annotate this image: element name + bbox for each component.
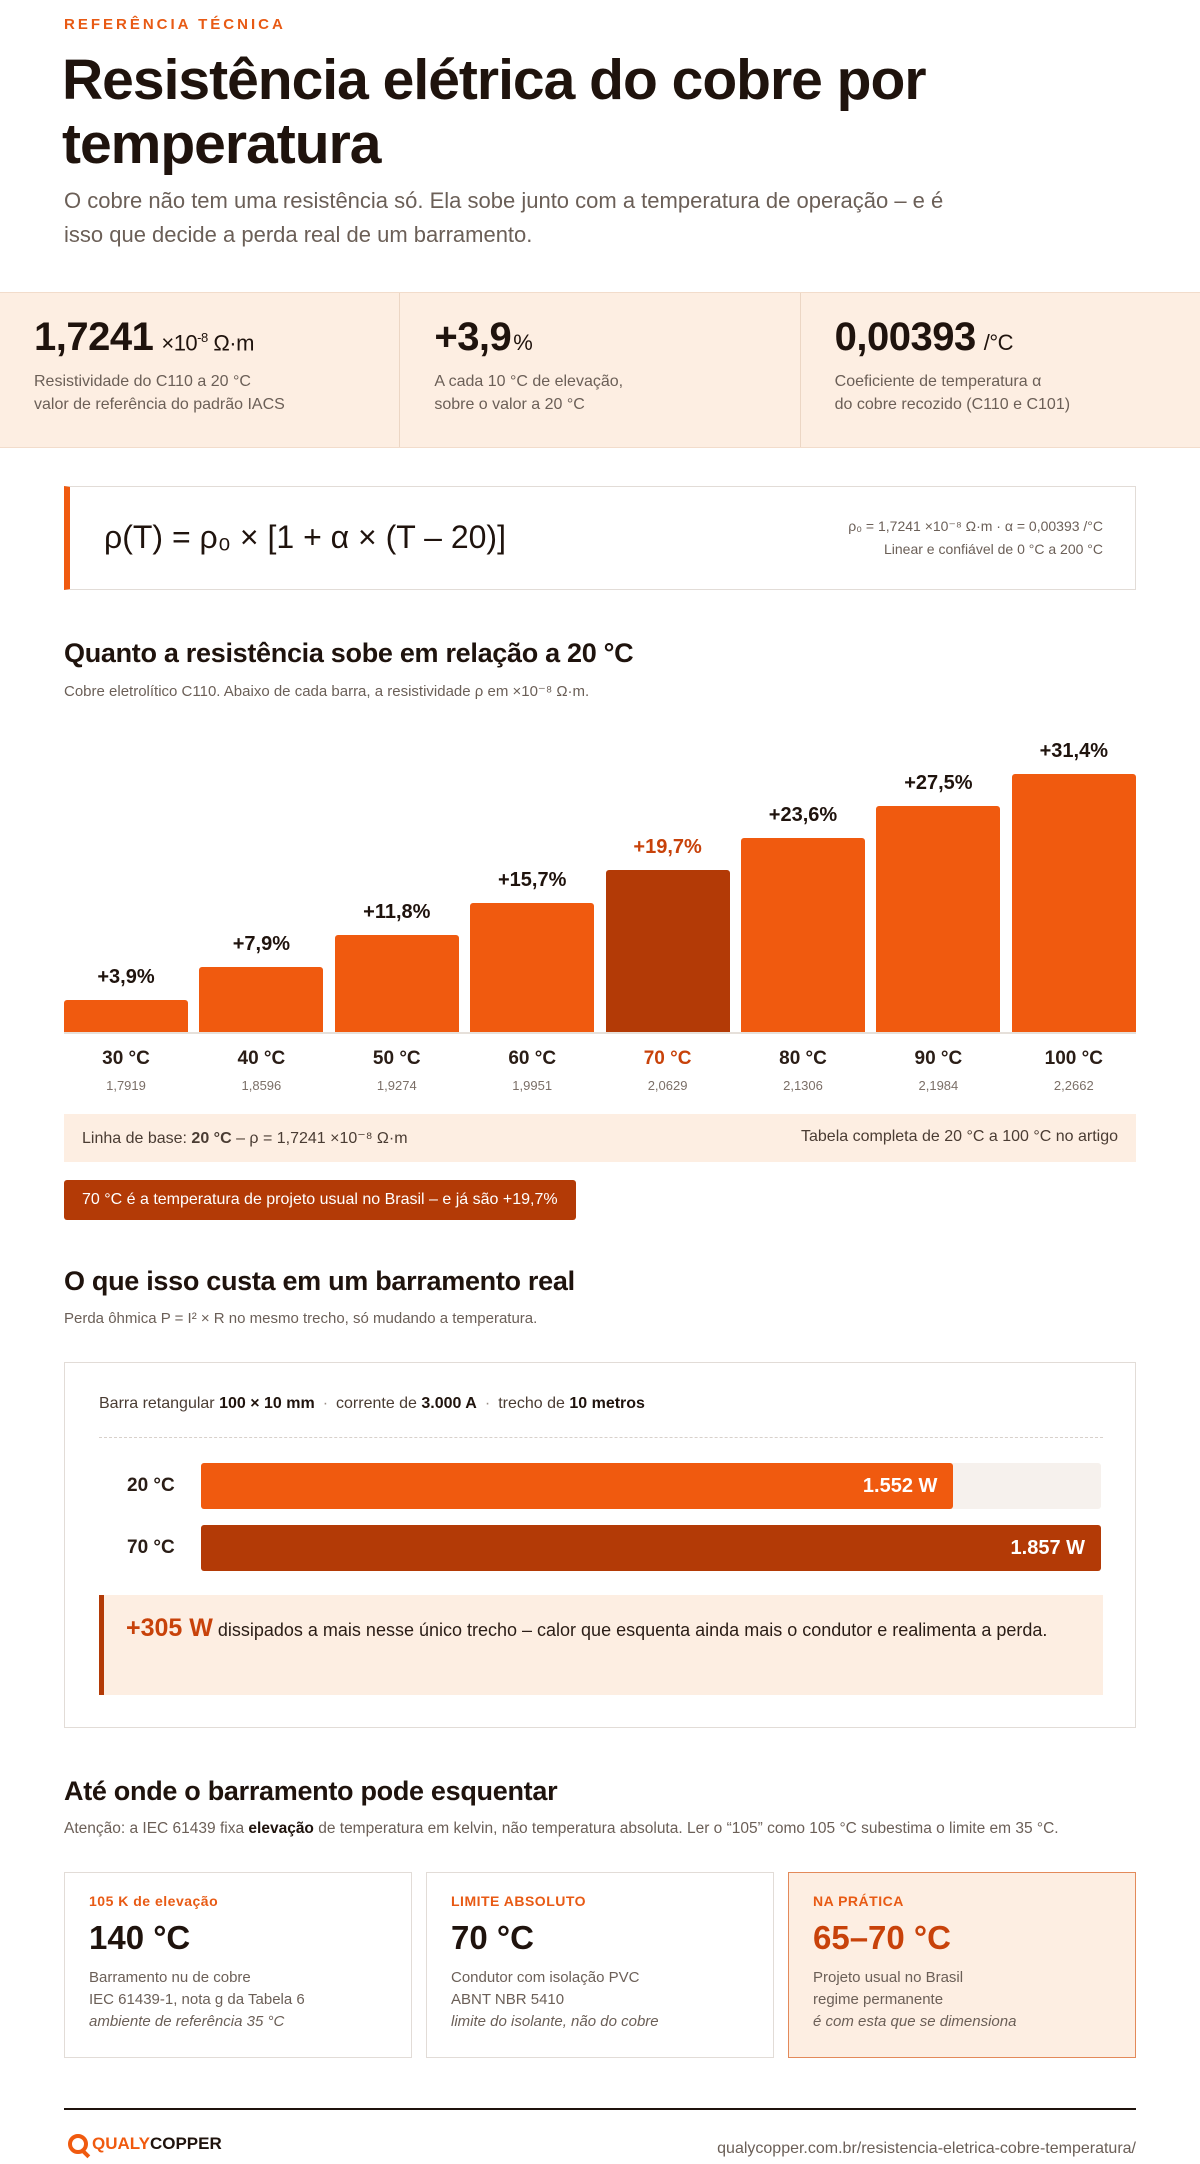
stat-description: Resistividade do C110 a 20 °C valor de re…	[34, 373, 285, 413]
chart-title: Quanto a resistência sobe em relação a 2…	[64, 638, 634, 668]
bar	[741, 838, 865, 1032]
category-label: 100 °C	[1044, 1048, 1103, 1069]
limit-card-absolute: LIMITE ABSOLUTO 70 °C Condutor com isola…	[426, 1872, 774, 2058]
baseline-left: Linha de base: 20 °C – ρ = 1,7241 ×10⁻⁸ …	[82, 1130, 408, 1147]
busbar-caption: Perda ôhmica P = I² × R no mesmo trecho,…	[64, 1310, 538, 1327]
limit-card-bare-busbar: 105 K de elevação 140 °C Barramento nu d…	[64, 1872, 412, 2058]
chart-caption: Cobre eletrolítico C110. Abaixo de cada …	[64, 683, 590, 700]
bar-value-label: +15,7%	[497, 869, 567, 891]
extra-loss-value: +305 W	[126, 1614, 213, 1642]
category-label: 60 °C	[508, 1048, 557, 1069]
resistivity-label: 1,9951	[512, 1078, 553, 1093]
logo-mark-icon	[68, 2134, 88, 2154]
stat-unit: ×10-8 Ω·m	[161, 329, 254, 355]
footer-url: qualycopper.com.br/resistencia-eletrica-…	[717, 2140, 1136, 2157]
bar-value-label: +19,7%	[633, 836, 702, 858]
bar-value-label: +3,9%	[97, 966, 155, 988]
baseline-band: Linha de base: 20 °C – ρ = 1,7241 ×10⁻⁸ …	[64, 1114, 1136, 1162]
limit-tag: 105 K de elevação	[89, 1893, 219, 1909]
formula-box: ρ(T) = ρ₀ × [1 + α × (T – 20)] ρ₀ = 1,72…	[64, 486, 1136, 590]
extra-loss-text: dissipados a mais nesse único trecho – c…	[212, 1620, 1048, 1640]
limits-caption: Atenção: a IEC 61439 fixa elevação de te…	[64, 1820, 1059, 1837]
bar	[605, 870, 730, 1032]
percent-increase-chart: +3,9% 30 °C 1,7919 +7,9% 40 °C 1,8596 +11,8% 50…	[64, 730, 1136, 1100]
page-subtitle: O cobre não tem uma resistência só. Ela …	[64, 188, 944, 247]
limits-title: Até onde o barramento pode esquentar	[64, 1776, 558, 1806]
loss-row-label: 20 °C	[127, 1475, 175, 1496]
loss-row-label: 70 °C	[127, 1537, 175, 1558]
category-label: 50 °C	[372, 1048, 421, 1069]
category-label: 80 °C	[779, 1048, 827, 1069]
resistivity-label: 1,9274	[376, 1078, 417, 1093]
formula-main: ρ(T) = ρ₀ × [1 + α × (T – 20)]	[104, 519, 506, 555]
bar-value-label: +31,4%	[1039, 740, 1108, 762]
stat-value: 0,00393	[834, 315, 977, 359]
formula-note: ρ₀ = 1,7241 ×10⁻⁸ Ω·m · α = 0,00393 /°C L…	[848, 518, 1103, 557]
stat-description: A cada 10 °C de elevação, sobre o valor a…	[434, 373, 624, 413]
bar	[334, 935, 459, 1032]
bar	[64, 1000, 188, 1032]
baseline-right: Tabela completa de 20 °C a 100 °C no art…	[801, 1128, 1118, 1145]
busbar-title: O que isso custa em um barramento real	[64, 1266, 575, 1296]
limit-tag: LIMITE ABSOLUTO	[451, 1893, 587, 1909]
loss-track: 1.552 W	[201, 1463, 1101, 1509]
limit-value: 140 °C	[89, 1919, 191, 1956]
limit-card-practice: NA PRÁTICA 65–70 °C Projeto usual no Bra…	[788, 1872, 1136, 2058]
limit-tag: NA PRÁTICA	[813, 1893, 904, 1909]
busbar-spec: Barra retangular 100 × 10 mm · corrente de…	[99, 1395, 645, 1412]
stat-value: 1,7241	[34, 315, 154, 359]
category-label: 90 °C	[914, 1048, 963, 1069]
category-label: 70 °C	[643, 1048, 692, 1069]
loss-value: 1.857 W	[1010, 1537, 1085, 1559]
extra-loss-callout: +305 W dissipados a mais nesse único tre…	[99, 1595, 1103, 1695]
stat-unit: /°C	[983, 330, 1014, 355]
resistivity-label: 2,2662	[1053, 1078, 1094, 1093]
bar-value-label: +11,8%	[363, 901, 431, 923]
bar	[1011, 774, 1136, 1032]
limit-description: Projeto usual no Brasil regime permanente…	[813, 1969, 1017, 2030]
bar-value-label: +27,5%	[904, 772, 973, 794]
resistivity-label: 2,0629	[647, 1078, 688, 1093]
footer-rule	[64, 2108, 1136, 2110]
chart-baseline	[64, 1032, 1136, 1034]
kicker: REFERÊNCIA TÉCNICA	[64, 16, 286, 33]
stat-value: +3,9	[434, 315, 512, 359]
stat-increase: +3,9% A cada 10 °C de elevação, sobre o v…	[400, 293, 801, 447]
bar	[470, 903, 595, 1032]
resistivity-label: 2,1984	[918, 1078, 959, 1093]
bar-value-label: +7,9%	[232, 933, 291, 955]
stat-resistivity: 1,7241 ×10-8 Ω·m Resistividade do C110 a …	[0, 293, 401, 447]
bar	[199, 967, 324, 1032]
divider	[99, 1437, 1103, 1438]
stat-unit: %	[513, 330, 533, 355]
limit-description: Barramento nu de cobre IEC 61439-1, nota …	[89, 1969, 305, 2030]
category-label: 40 °C	[237, 1048, 286, 1069]
busbar-card: Barra retangular 100 × 10 mm · corrente de…	[64, 1362, 1136, 1728]
limit-value: 70 °C	[451, 1919, 534, 1956]
stats-band: 1,7241 ×10-8 Ω·m Resistividade do C110 a …	[0, 292, 1200, 448]
loss-bar-70c: 1.857 W	[201, 1525, 1101, 1571]
loss-value: 1.552 W	[862, 1475, 938, 1497]
limit-value: 65–70 °C	[813, 1919, 951, 1956]
page-title: Resistência elétrica do cobre por temper…	[62, 48, 927, 176]
loss-track: 1.857 W	[201, 1525, 1101, 1571]
stat-description: Coeficiente de temperatura α do cobre rec…	[834, 373, 1071, 413]
category-label: 30 °C	[102, 1048, 150, 1069]
resistivity-label: 1,7919	[106, 1078, 146, 1093]
loss-bar-20c: 1.552 W	[201, 1463, 954, 1509]
limit-description: Condutor com isolação PVC ABNT NBR 5410 li…	[451, 1969, 659, 2030]
resistivity-label: 1,8596	[241, 1078, 282, 1093]
bar	[876, 806, 1001, 1032]
highlight-pill: 70 °C é a temperatura de projeto usual n…	[64, 1180, 576, 1220]
bar-value-label: +23,6%	[768, 804, 838, 826]
resistivity-label: 2,1306	[783, 1078, 823, 1093]
qualycopper-logo: QUALY COPPER	[68, 2134, 222, 2154]
